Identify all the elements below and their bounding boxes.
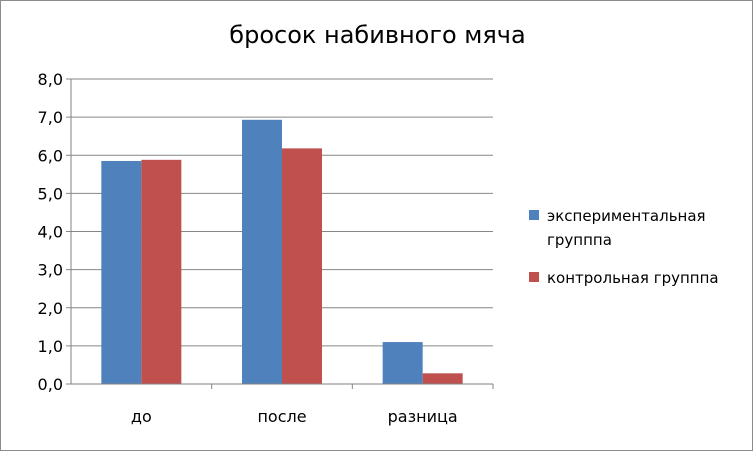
x-category-label: после: [257, 407, 306, 426]
bar-control: [422, 373, 463, 384]
bars: [101, 119, 463, 384]
x-category-label: до: [131, 407, 152, 426]
legend-swatch-control: [529, 272, 539, 282]
legend-label-experimental: экспериментальная групппа: [547, 207, 706, 249]
bar-control: [141, 159, 182, 384]
y-tick-label: 6,0: [38, 146, 63, 165]
chart-title: бросок набивного мяча: [229, 21, 526, 49]
y-tick-label: 0,0: [38, 375, 63, 394]
y-tick-label: 4,0: [38, 223, 63, 242]
bar-control: [282, 148, 322, 384]
y-tick-label: 3,0: [38, 261, 63, 280]
legend-item-control: контрольная групппа: [529, 266, 749, 290]
y-tick-label: 1,0: [38, 337, 63, 356]
y-axis-ticks: 0,0 1,0 2,0 3,0 4,0 5,0 6,0 7,0 8,0: [38, 70, 71, 394]
legend-label-control: контрольная групппа: [547, 269, 719, 287]
y-tick-label: 8,0: [38, 70, 63, 89]
bar-experimental: [101, 160, 142, 384]
legend-swatch-experimental: [529, 210, 539, 220]
y-tick-label: 2,0: [38, 299, 63, 318]
y-tick-label: 5,0: [38, 184, 63, 203]
y-tick-label: 7,0: [38, 108, 63, 127]
x-axis-labels: до после разница: [131, 384, 494, 426]
x-category-label: разница: [388, 407, 458, 426]
bar-experimental: [242, 119, 282, 384]
legend-item-experimental: экспериментальная групппа: [529, 204, 749, 252]
bar-experimental: [382, 342, 423, 384]
legend: экспериментальная групппа контрольная гр…: [529, 204, 749, 304]
